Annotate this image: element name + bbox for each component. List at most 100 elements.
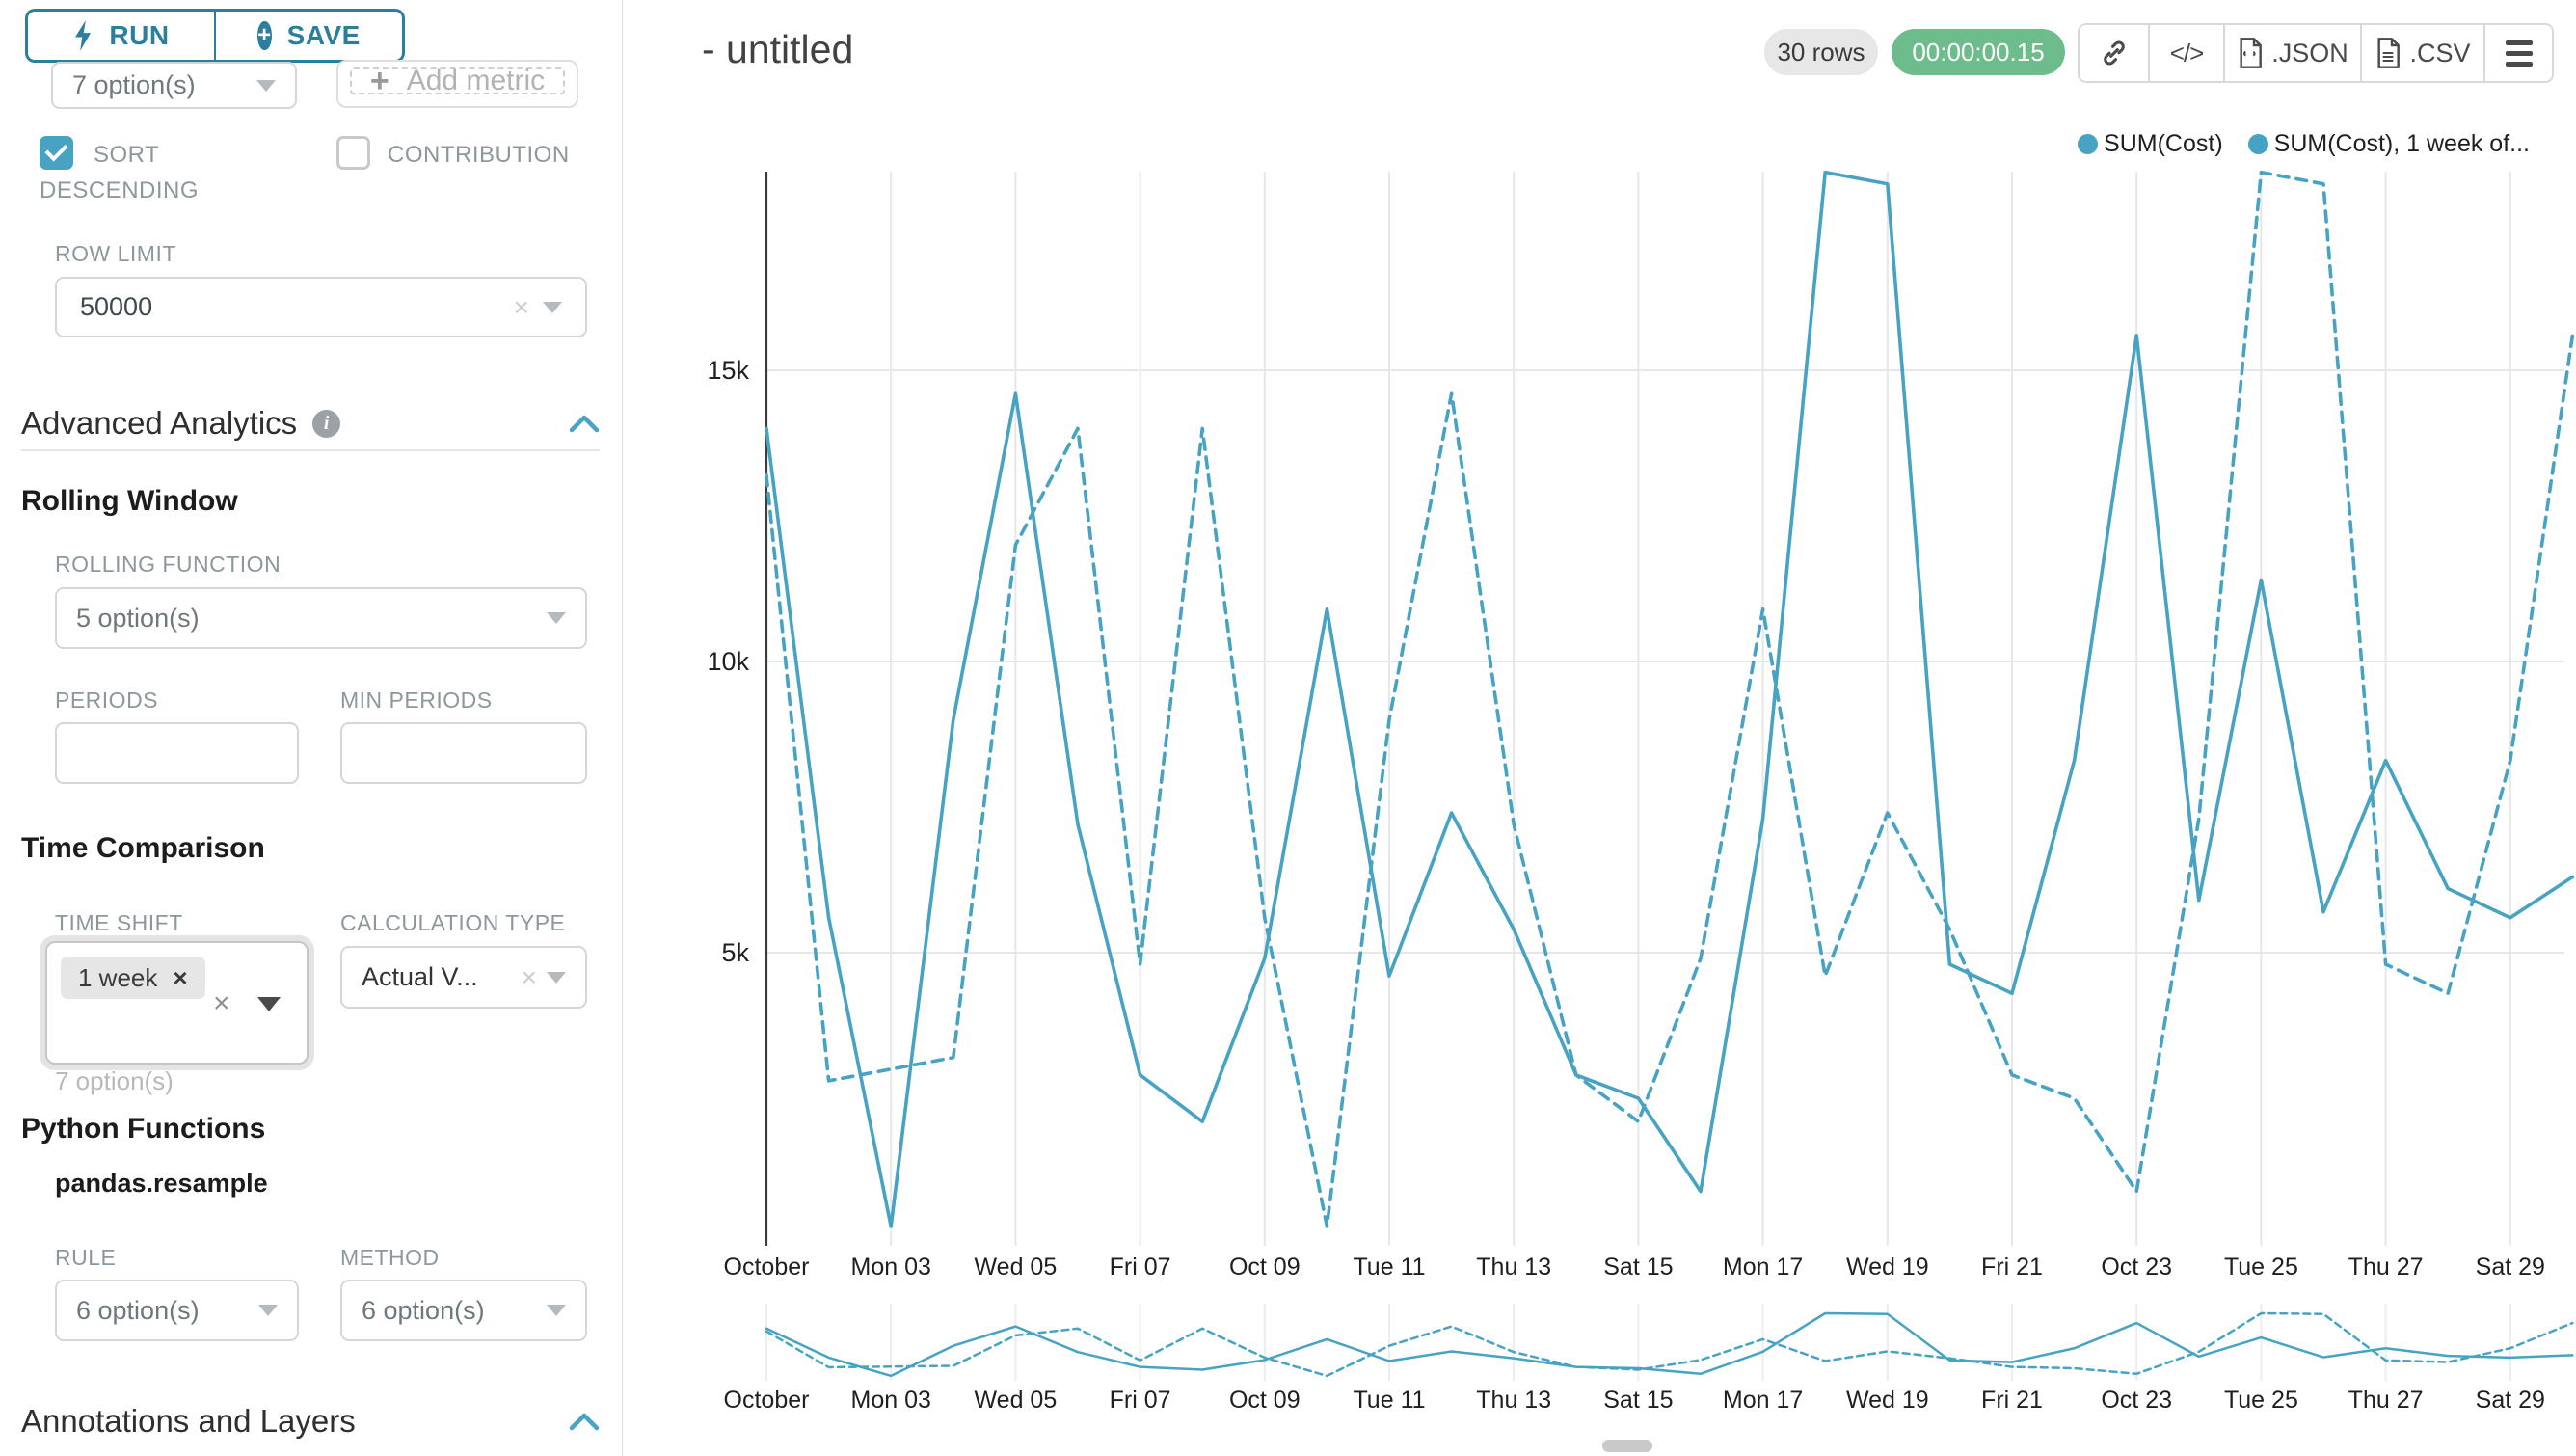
mini-series-line-dashed bbox=[765, 1311, 2574, 1378]
chart-menu-button[interactable] bbox=[2485, 25, 2552, 81]
share-link-button[interactable] bbox=[2080, 25, 2150, 81]
series-line-solid bbox=[765, 170, 2575, 1228]
view-query-button[interactable]: </> bbox=[2150, 25, 2225, 81]
calculation-type-label: CALCULATION TYPE bbox=[340, 910, 566, 935]
export-toolbar: </> .JSON .CSV bbox=[2078, 23, 2554, 83]
info-icon[interactable]: i bbox=[312, 409, 341, 438]
mini-x-axis-tick-label: Thu 13 bbox=[1476, 1387, 1551, 1414]
x-axis-tick-label: Tue 11 bbox=[1353, 1254, 1425, 1281]
rolling-function-select[interactable]: 5 option(s) bbox=[55, 587, 587, 649]
run-button[interactable]: RUN bbox=[25, 9, 215, 63]
legend-dot-icon bbox=[2078, 134, 2099, 154]
contribution-checkbox[interactable] bbox=[336, 136, 370, 170]
chart-legend: SUM(Cost) SUM(Cost), 1 week of... bbox=[2078, 130, 2530, 158]
series-line-dashed bbox=[765, 170, 2575, 1228]
annotations-header[interactable]: Annotations and Layers bbox=[21, 1403, 600, 1440]
plus-circle-icon: + bbox=[257, 21, 272, 50]
mini-series-line-solid bbox=[765, 1311, 2574, 1378]
mini-x-axis-tick-label: Oct 09 bbox=[1229, 1387, 1301, 1414]
mini-x-axis-tick-label: Oct 23 bbox=[2101, 1387, 2172, 1414]
advanced-analytics-header[interactable]: Advanced Analytics i bbox=[21, 405, 600, 442]
rule-label: RULE bbox=[55, 1245, 117, 1270]
x-axis-tick-label: Thu 27 bbox=[2348, 1254, 2424, 1281]
menu-icon bbox=[2505, 40, 2533, 67]
sort-descending-label: SORT DESCENDING bbox=[40, 142, 200, 203]
mini-x-axis-tick-label: Mon 03 bbox=[851, 1387, 931, 1414]
calculation-type-select[interactable]: Actual V... × bbox=[340, 946, 587, 1009]
rolling-function-value: 5 option(s) bbox=[76, 603, 200, 633]
calculation-type-value: Actual V... bbox=[362, 962, 478, 991]
y-axis-tick-label: 10k bbox=[707, 647, 749, 676]
export-json-button[interactable]: .JSON bbox=[2225, 25, 2362, 81]
horizontal-scrollbar-thumb[interactable] bbox=[1602, 1440, 1652, 1452]
add-metric-button[interactable]: + Add metric bbox=[350, 63, 565, 99]
chevron-down-icon bbox=[257, 997, 281, 1011]
chevron-down-icon bbox=[256, 79, 276, 92]
rolling-function-label: ROLLING FUNCTION bbox=[55, 552, 282, 577]
mini-x-axis-tick-label: Sat 15 bbox=[1603, 1387, 1673, 1414]
link-icon bbox=[2103, 40, 2125, 66]
x-axis-tick-label: Oct 23 bbox=[2101, 1254, 2172, 1281]
x-axis-tick-label: Oct 09 bbox=[1229, 1254, 1301, 1281]
chevron-down-icon bbox=[543, 301, 562, 313]
export-csv-button[interactable]: .CSV bbox=[2362, 25, 2485, 81]
save-button[interactable]: + SAVE bbox=[215, 9, 405, 63]
legend-dot-icon bbox=[2247, 134, 2268, 154]
mini-x-axis-tick-label: Wed 19 bbox=[1846, 1387, 1929, 1414]
clear-icon[interactable]: × bbox=[521, 961, 537, 992]
sort-descending-checkbox[interactable] bbox=[40, 136, 73, 170]
method-value: 6 option(s) bbox=[362, 1295, 485, 1325]
x-axis-tick-label: Mon 03 bbox=[851, 1254, 931, 1281]
mini-x-axis-tick-label: Fri 07 bbox=[1110, 1387, 1171, 1414]
row-limit-select[interactable]: 50000 × bbox=[55, 277, 587, 337]
row-count-badge: 30 rows bbox=[1764, 29, 1878, 75]
row-limit-label: ROW LIMIT bbox=[55, 241, 176, 266]
x-axis-tick-label: Mon 17 bbox=[1723, 1254, 1803, 1281]
export-json-label: .JSON bbox=[2271, 38, 2348, 67]
legend-item-1[interactable]: SUM(Cost), 1 week of... bbox=[2247, 130, 2530, 158]
contribution-label: CONTRIBUTION bbox=[388, 142, 570, 168]
metrics-select-value: 7 option(s) bbox=[72, 70, 196, 99]
x-axis-tick-label: Thu 13 bbox=[1476, 1254, 1551, 1281]
python-functions-title: Python Functions bbox=[21, 1113, 266, 1145]
min-periods-input[interactable] bbox=[340, 722, 587, 784]
x-axis-tick-label: Wed 05 bbox=[975, 1254, 1058, 1281]
periods-input[interactable] bbox=[55, 722, 299, 784]
pandas-resample-label: pandas.resample bbox=[55, 1169, 268, 1198]
remove-tag-icon[interactable]: × bbox=[173, 962, 188, 992]
control-panel: RUN + SAVE 7 option(s) + Add metric SORT… bbox=[0, 0, 623, 1456]
plus-icon: + bbox=[369, 63, 389, 99]
run-label: RUN bbox=[109, 20, 170, 50]
metrics-select[interactable]: 7 option(s) bbox=[51, 62, 297, 109]
periods-label: PERIODS bbox=[55, 688, 159, 713]
time-shift-helper: 7 option(s) bbox=[55, 1066, 174, 1095]
legend-label: SUM(Cost) bbox=[2104, 130, 2223, 157]
rule-value: 6 option(s) bbox=[76, 1295, 200, 1325]
chevron-up-icon[interactable] bbox=[569, 414, 600, 433]
query-timer-badge: 00:00:00.15 bbox=[1892, 29, 2065, 75]
code-icon: </> bbox=[2169, 38, 2205, 67]
file-icon bbox=[2240, 38, 2263, 68]
mini-x-axis-tick-label: Tue 25 bbox=[2224, 1387, 2298, 1414]
export-csv-label: .CSV bbox=[2409, 38, 2471, 67]
chevron-down-icon bbox=[258, 1305, 278, 1316]
x-axis-tick-label: Wed 19 bbox=[1846, 1254, 1929, 1281]
lightning-bolt-icon bbox=[75, 20, 92, 51]
legend-item-0[interactable]: SUM(Cost) bbox=[2078, 130, 2223, 158]
clear-all-icon[interactable]: × bbox=[213, 987, 230, 1019]
metrics-box: + Add metric bbox=[336, 60, 578, 108]
time-shift-tag-label: 1 week bbox=[78, 962, 158, 992]
mini-x-axis-tick-label: Fri 21 bbox=[1981, 1387, 2043, 1414]
mini-x-axis-tick-label: Tue 11 bbox=[1353, 1387, 1425, 1414]
chevron-up-icon[interactable] bbox=[569, 1412, 600, 1431]
rule-select[interactable]: 6 option(s) bbox=[55, 1280, 299, 1341]
chevron-down-icon bbox=[547, 971, 566, 984]
method-select[interactable]: 6 option(s) bbox=[340, 1280, 587, 1341]
time-comparison-title: Time Comparison bbox=[21, 832, 265, 864]
method-label: METHOD bbox=[340, 1245, 440, 1270]
chart-title[interactable]: - untitled bbox=[702, 27, 854, 71]
y-axis-tick-label: 5k bbox=[721, 938, 749, 967]
time-shift-multiselect[interactable]: 1 week × × bbox=[45, 941, 309, 1065]
clear-icon[interactable]: × bbox=[513, 291, 529, 322]
